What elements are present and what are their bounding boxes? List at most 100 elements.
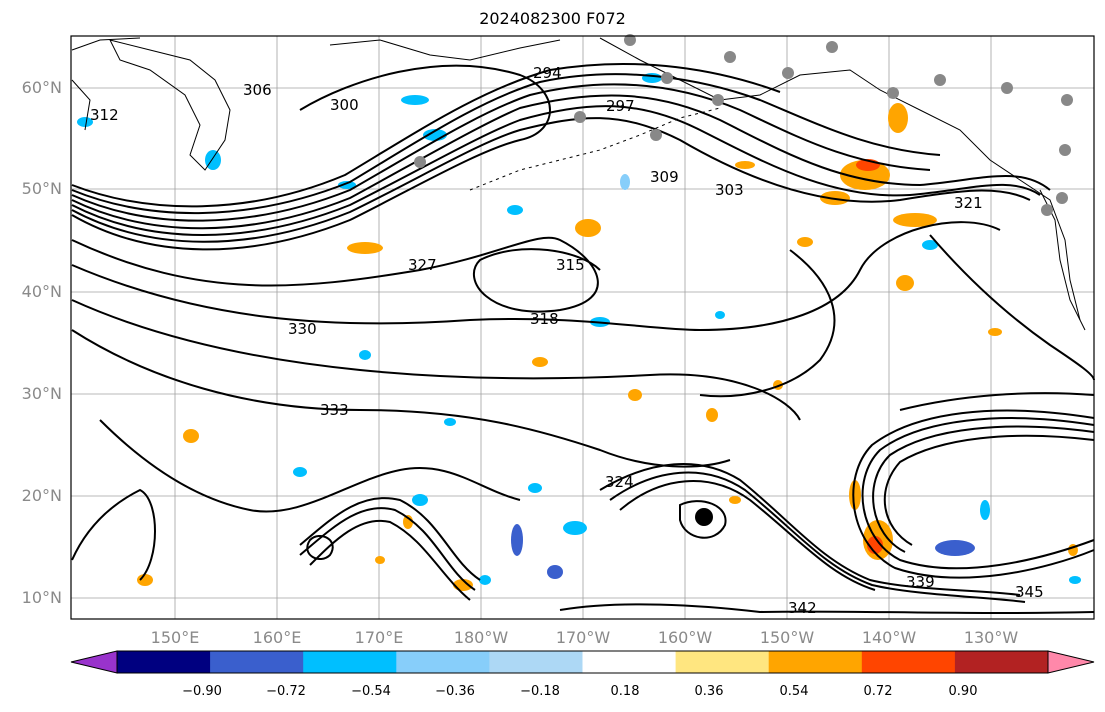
plot-area: [71, 36, 1094, 619]
colorbar-tick-label: 0.18: [610, 684, 640, 699]
station-marker: [1059, 144, 1071, 156]
positive-patch: [575, 219, 601, 237]
lon-label: 140°W: [861, 628, 917, 647]
station-marker: [782, 67, 794, 79]
contour-label: 342: [788, 599, 817, 617]
lat-label: 30°N: [21, 384, 62, 403]
station-marker: [1056, 192, 1068, 204]
negative-patch: [412, 494, 428, 506]
negative-patch: [77, 117, 93, 127]
colorbar-tick-label: 0.54: [779, 684, 809, 699]
station-marker: [724, 51, 736, 63]
lat-label: 20°N: [21, 486, 62, 505]
station-marker: [1041, 204, 1053, 216]
contour: [899, 392, 1095, 411]
positive-patch: [375, 556, 385, 564]
colorbar-tick-label: −0.54: [351, 684, 391, 699]
positive-patch: [183, 429, 199, 443]
positive-patch: [532, 357, 548, 367]
negative-patch: [401, 95, 429, 105]
lon-label: 150°E: [150, 628, 200, 647]
jet-contour: [599, 463, 1021, 596]
contour-label: 300: [330, 96, 359, 114]
contour: [99, 419, 521, 513]
lat-label: 10°N: [21, 588, 62, 607]
positive-patch: [735, 161, 755, 169]
negative-patch: [1069, 576, 1081, 584]
station-marker: [1001, 82, 1013, 94]
colorbar-cell: [210, 651, 304, 673]
colorbar-cell: [303, 651, 397, 673]
colorbar-cell: [954, 651, 1049, 673]
colorbar-cell: [861, 651, 956, 673]
lat-label: 60°N: [21, 78, 62, 97]
contour: [71, 221, 1001, 332]
coastlines: [71, 37, 1086, 331]
contour-label: 315: [556, 256, 585, 274]
positive-patch: [988, 328, 1002, 336]
colorbar-tick-label: −0.90: [182, 684, 222, 699]
contour: [699, 249, 836, 398]
colorbar-cell: [675, 651, 770, 673]
contour-label: 312: [90, 106, 119, 124]
contour: [71, 488, 156, 581]
negative-patch: [935, 540, 975, 556]
lon-label: 170°E: [354, 628, 404, 647]
colorbar-tick-label: 0.90: [948, 684, 978, 699]
plot-border: [70, 35, 1095, 620]
colorbar-cell: [117, 651, 211, 673]
jet-contour: [872, 425, 1095, 553]
contour-lines: [71, 63, 1095, 614]
negative-patch: [205, 150, 221, 170]
contour-label: 345: [1015, 583, 1044, 601]
colorbar-cell: [768, 651, 863, 673]
jet-contour: [71, 64, 551, 251]
storm-center-marker: [695, 508, 713, 526]
contour: [559, 603, 1095, 614]
contour-label: 327: [408, 256, 437, 274]
station-marker: [1061, 94, 1073, 106]
lon-label: 150°W: [759, 628, 815, 647]
negative-patch: [528, 483, 542, 493]
lon-label: 160°W: [657, 628, 713, 647]
colorbar-tick-label: 0.72: [863, 684, 893, 699]
lon-label: 130°W: [963, 628, 1019, 647]
jet-contour: [609, 471, 1026, 603]
contour-label: 303: [715, 181, 744, 199]
negative-patch: [293, 467, 307, 477]
lat-label: 40°N: [21, 282, 62, 301]
negative-patch: [715, 311, 725, 319]
jet-contour: [71, 105, 1041, 236]
contour-labels: 294 297 300 303 306 309 312 315 318 321 …: [90, 64, 1044, 617]
negative-patch: [507, 205, 523, 215]
contour-label: 333: [320, 401, 349, 419]
colorbar: [70, 650, 1095, 674]
kamchatka-coast: [109, 39, 231, 171]
okhotsk-coast: [71, 37, 141, 131]
jet-contour: [883, 434, 1095, 546]
station-marker: [826, 41, 838, 53]
jet-contour: [299, 497, 481, 581]
negative-patch: [479, 575, 491, 585]
contour: [71, 299, 801, 421]
negative-patch: [511, 524, 523, 556]
colorbar-cell: [582, 651, 677, 673]
contour: [71, 329, 731, 468]
jet-contour: [71, 73, 941, 215]
jet-contour: [71, 94, 1051, 230]
contour-label: 330: [288, 320, 317, 338]
positive-patch: [137, 574, 153, 586]
positive-patch: [849, 480, 861, 510]
contour-label: 309: [650, 168, 679, 186]
colorbar-cell: [489, 651, 583, 673]
contour: [306, 535, 334, 560]
positive-patch: [797, 237, 813, 247]
negative-patch: [547, 565, 563, 579]
station-marker: [934, 74, 946, 86]
colorbar-extend-high: [1047, 650, 1095, 674]
station-marker: [624, 34, 636, 46]
positive-patch: [628, 389, 642, 401]
contour-label: 324: [605, 473, 634, 491]
jet-contour: [71, 63, 781, 208]
contour-label: 318: [530, 310, 559, 328]
